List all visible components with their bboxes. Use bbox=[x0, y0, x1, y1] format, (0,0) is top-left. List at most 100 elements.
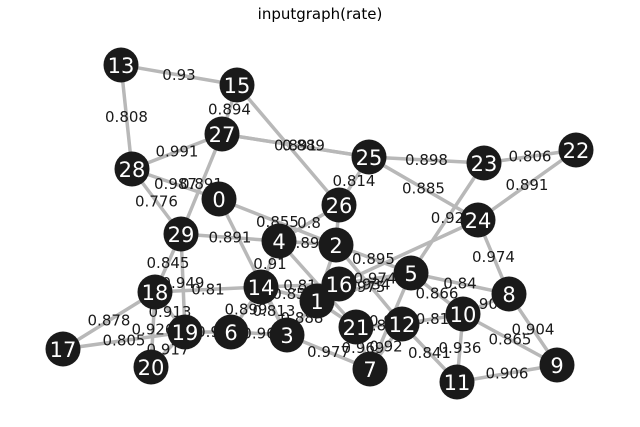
node-label: 8 bbox=[502, 283, 515, 307]
edge-weight-label: 0.974 bbox=[472, 248, 515, 266]
node-circle bbox=[338, 309, 374, 345]
edge-weight-label: 0.81 bbox=[191, 281, 224, 299]
edge-weight-label: 0.9 bbox=[196, 323, 220, 341]
edge-weight-label: 0.934 bbox=[348, 276, 391, 294]
edge-10-9 bbox=[461, 312, 559, 367]
node-6: 6 bbox=[213, 314, 249, 350]
edge-weight-label: 0.813 bbox=[253, 302, 296, 320]
node-0: 0 bbox=[201, 181, 237, 217]
node-23: 23 bbox=[466, 145, 502, 181]
node-2: 2 bbox=[318, 227, 354, 263]
nodes-layer: 0123456789101112131415161718192021222324… bbox=[45, 47, 594, 400]
edge-22-24 bbox=[476, 148, 578, 222]
node-13: 13 bbox=[103, 47, 139, 83]
node-label: 18 bbox=[142, 281, 169, 305]
edge-weight-label: 0.904 bbox=[512, 321, 555, 339]
edge-weight-label: 0.894 bbox=[208, 101, 251, 119]
edge-weight-label: 0.93 bbox=[162, 66, 195, 84]
node-label: 10 bbox=[450, 303, 477, 327]
edge-weight-label: 0.85 bbox=[272, 285, 305, 303]
node-label: 7 bbox=[363, 358, 376, 382]
node-24: 24 bbox=[460, 202, 496, 238]
node-8: 8 bbox=[491, 276, 527, 312]
edge-weight-label: 0.806 bbox=[509, 148, 552, 166]
node-label: 3 bbox=[280, 324, 293, 348]
edge-weight-label: 0.891 bbox=[209, 229, 252, 247]
edge-weight-label: 0.898 bbox=[405, 151, 448, 169]
edge-weight-label: 0.81 bbox=[416, 310, 449, 328]
node-circle bbox=[393, 255, 429, 291]
node-10: 10 bbox=[445, 296, 481, 332]
node-label: 15 bbox=[224, 74, 251, 98]
node-18: 18 bbox=[137, 274, 173, 310]
node-3: 3 bbox=[269, 317, 305, 353]
node-4: 4 bbox=[261, 223, 297, 259]
node-circle bbox=[114, 151, 150, 187]
node-label: 25 bbox=[356, 146, 383, 170]
edge-18-17 bbox=[61, 290, 157, 351]
node-circle bbox=[269, 317, 305, 353]
node-label: 14 bbox=[248, 276, 275, 300]
edge-0-2 bbox=[217, 197, 338, 247]
node-label: 12 bbox=[389, 313, 416, 337]
edge-weight-label: 0.898 bbox=[286, 234, 329, 252]
node-28: 28 bbox=[114, 151, 150, 187]
node-circle bbox=[445, 296, 481, 332]
edge-weight-label: 0.987 bbox=[154, 175, 197, 193]
node-circle bbox=[45, 331, 81, 367]
edge-weight-label: 0.899 bbox=[225, 301, 268, 319]
edge-18-14 bbox=[153, 285, 263, 294]
edge-weight-label: 0.906 bbox=[486, 365, 529, 383]
node-circle bbox=[466, 145, 502, 181]
node-label: 19 bbox=[172, 321, 199, 345]
edge-weight-label: 0.991 bbox=[156, 143, 199, 161]
node-27: 27 bbox=[204, 116, 240, 152]
node-circle bbox=[133, 349, 169, 385]
edge-weight-label: 0.84 bbox=[443, 275, 476, 293]
edge-27-25 bbox=[220, 132, 371, 159]
node-26: 26 bbox=[321, 187, 357, 223]
node-19: 19 bbox=[167, 314, 203, 350]
node-7: 7 bbox=[352, 351, 388, 387]
edge-weight-label: 0.845 bbox=[147, 254, 190, 272]
node-label: 17 bbox=[50, 338, 77, 362]
node-circle bbox=[167, 314, 203, 350]
node-label: 21 bbox=[343, 316, 370, 340]
edge-weight-label: 0.974 bbox=[354, 270, 397, 288]
edge-weight-label: 0.889 bbox=[282, 137, 325, 155]
node-22: 22 bbox=[558, 132, 594, 168]
node-label: 9 bbox=[550, 354, 563, 378]
node-circle bbox=[460, 202, 496, 238]
node-circle bbox=[243, 269, 279, 305]
edge-weight-label: 0.808 bbox=[105, 108, 148, 126]
node-17: 17 bbox=[45, 331, 81, 367]
edge-weight-label: 0.891 bbox=[274, 137, 317, 155]
node-12: 12 bbox=[384, 306, 420, 342]
node-circle bbox=[204, 116, 240, 152]
node-label: 16 bbox=[326, 273, 353, 297]
node-16: 16 bbox=[321, 266, 357, 302]
node-21: 21 bbox=[338, 309, 374, 345]
node-11: 11 bbox=[439, 364, 475, 400]
node-label: 26 bbox=[326, 194, 353, 218]
node-label: 4 bbox=[272, 230, 285, 254]
node-29: 29 bbox=[163, 216, 199, 252]
node-circle bbox=[539, 347, 575, 383]
node-label: 24 bbox=[465, 209, 492, 233]
node-14: 14 bbox=[243, 269, 279, 305]
node-circle bbox=[261, 223, 297, 259]
node-label: 13 bbox=[108, 54, 135, 78]
node-label: 28 bbox=[119, 158, 146, 182]
node-circle bbox=[163, 216, 199, 252]
node-label: 5 bbox=[404, 262, 417, 286]
edge-weight-label: 0.92 bbox=[431, 209, 464, 227]
figure-title: inputgraph(rate) bbox=[258, 5, 383, 23]
edge-25-23 bbox=[367, 155, 486, 165]
node-label: 0 bbox=[212, 188, 225, 212]
edge-weight-label: 0.96 bbox=[242, 325, 275, 343]
edge-17-19 bbox=[61, 330, 187, 351]
node-circle bbox=[351, 139, 387, 175]
edge-weight-label: 0.841 bbox=[408, 344, 451, 362]
node-circle bbox=[213, 314, 249, 350]
